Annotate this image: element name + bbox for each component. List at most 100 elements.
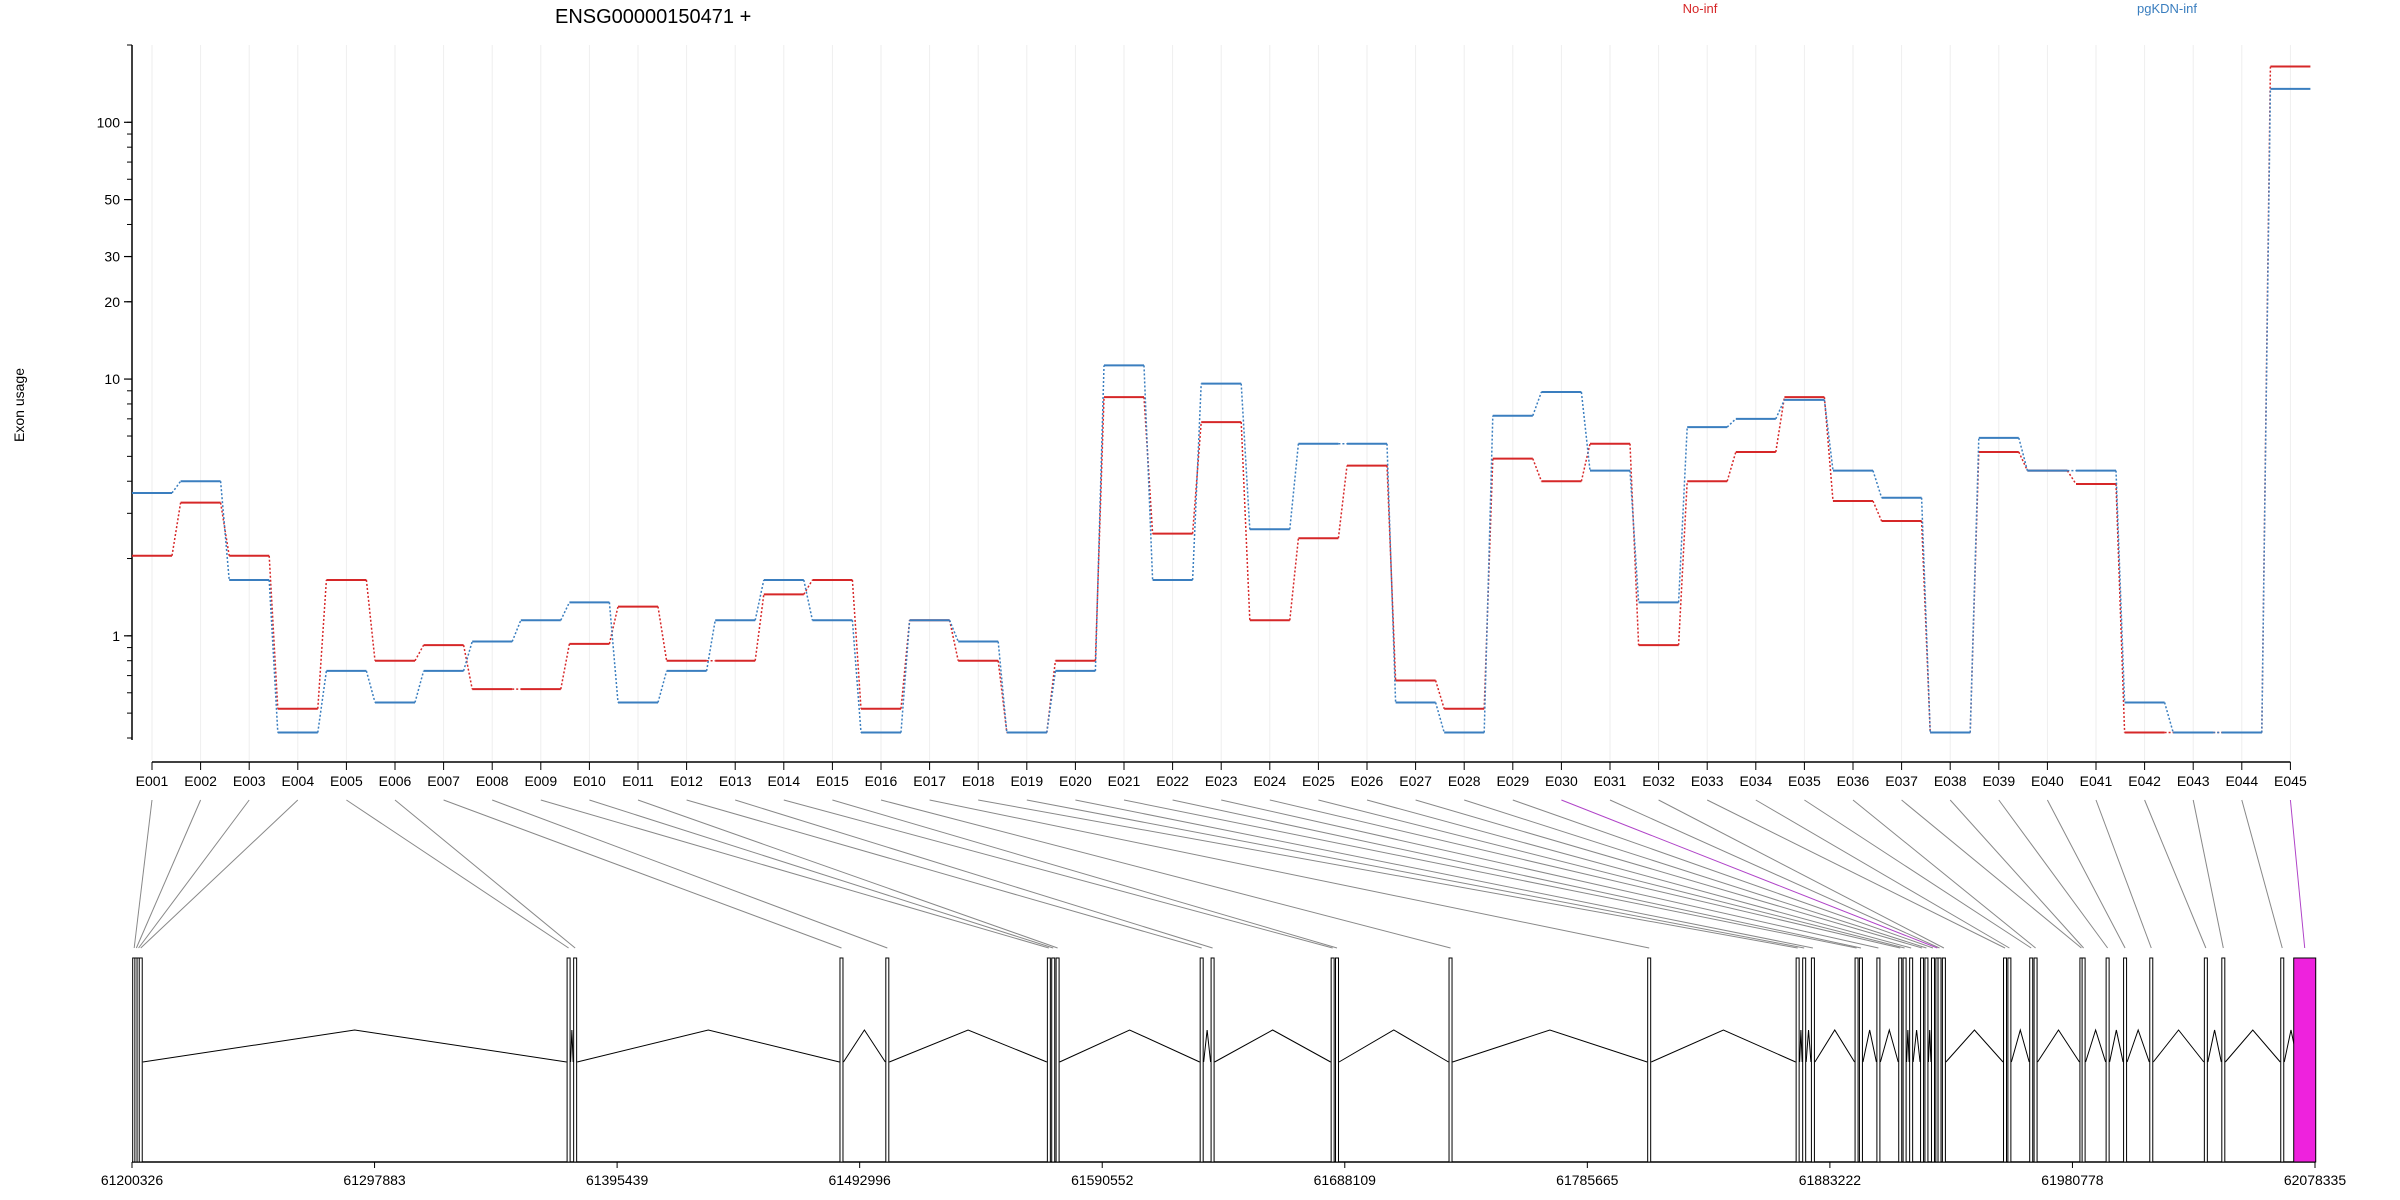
- series-connector: [997, 641, 1008, 733]
- intron-line: [1879, 1028, 1899, 1063]
- exon-box: [2081, 957, 2086, 1163]
- intron-line: [2010, 1028, 2030, 1063]
- y-tick-label: 50: [104, 192, 120, 208]
- x-tick-label-e002: E002: [184, 773, 217, 789]
- series-connector: [1143, 365, 1154, 581]
- intron-line: [1814, 1029, 1855, 1063]
- series-connector: [365, 579, 376, 661]
- series-connector: [608, 602, 619, 703]
- x-tick-label-e022: E022: [1156, 773, 1189, 789]
- exon-link-e004: [140, 799, 299, 949]
- exon-box: [1046, 957, 1051, 1163]
- intron-line: [142, 1029, 567, 1063]
- exon-box: [2123, 957, 2128, 1163]
- exon-box: [1941, 957, 1946, 1163]
- series-connector: [2261, 88, 2272, 733]
- exon-link-e020: [1075, 799, 1814, 949]
- intron-line: [1945, 1029, 2004, 1063]
- axes: 1 10 20 30 50 100 E001 E002 E003 E004 E005 E006 E007…: [97, 44, 2307, 789]
- exon-link-e013: [735, 799, 1213, 949]
- exon-box: [573, 957, 578, 1163]
- series-connector: [1289, 538, 1300, 621]
- series-connector: [219, 502, 230, 556]
- series-connector: [754, 594, 765, 661]
- series-connector: [657, 670, 668, 703]
- exon-link-e006: [394, 799, 576, 949]
- x-tick-label-e014: E014: [767, 773, 800, 789]
- coordinate-tick-label: 61688109: [1314, 1172, 1377, 1188]
- series-connector: [1580, 443, 1591, 482]
- series-connector: [1726, 418, 1737, 428]
- exon-link-e014: [783, 799, 1333, 949]
- coordinate-tick-label: 61980778: [2041, 1172, 2104, 1188]
- series-connector: [365, 670, 376, 703]
- x-tick-label-e017: E017: [913, 773, 946, 789]
- exon-link-e005: [346, 799, 569, 949]
- series-connector: [462, 641, 473, 672]
- intron-line: [577, 1029, 840, 1063]
- series-connector: [900, 620, 911, 733]
- exon-link-e024: [1269, 799, 1901, 949]
- intron-line: [2109, 1029, 2124, 1063]
- exon-link-e029: [1512, 799, 1934, 949]
- series-connector: [171, 480, 182, 494]
- intron-line: [2224, 1029, 2281, 1063]
- x-tick-label-e034: E034: [1739, 773, 1772, 789]
- legend-entry-no-inf: No-inf: [1683, 1, 1718, 16]
- intron-line: [1214, 1029, 1331, 1063]
- coordinate-tick-label: 61785665: [1556, 1172, 1619, 1188]
- x-tick-label-e009: E009: [524, 773, 557, 789]
- intron-line: [2152, 1029, 2205, 1063]
- exon-box: [1924, 957, 1929, 1163]
- x-tick-label-e028: E028: [1448, 773, 1481, 789]
- exon-link-e031: [1609, 799, 1940, 949]
- exon-link-e008: [492, 799, 888, 949]
- grid-lines: [151, 45, 2291, 760]
- series-connector: [2018, 437, 2029, 471]
- series-connector: [2115, 470, 2126, 703]
- exon-box-highlight: [2293, 957, 2317, 1163]
- series-connector: [1386, 443, 1397, 703]
- exon-link-e017: [929, 799, 1650, 949]
- x-tick-label-e011: E011: [622, 773, 654, 789]
- x-tick-label-e031: E031: [1594, 773, 1627, 789]
- chart-title: ENSG00000150471 +: [555, 6, 751, 28]
- series-connector: [171, 502, 182, 556]
- exon-box: [2280, 957, 2285, 1163]
- x-tick-label-e040: E040: [2031, 773, 2064, 789]
- x-tick-label-e020: E020: [1059, 773, 1092, 789]
- intron-line: [1927, 1029, 1932, 1063]
- y-tick-label: 1: [112, 628, 120, 644]
- series-connector: [1191, 422, 1202, 534]
- exon-link-e045: [2289, 799, 2306, 949]
- series-connector: [560, 602, 571, 621]
- intron-line: [1338, 1029, 1449, 1063]
- x-tick-label-e008: E008: [476, 773, 509, 789]
- intron-line: [1862, 1029, 1877, 1063]
- x-tick-label-e044: E044: [2225, 773, 2258, 789]
- exon-box: [885, 957, 890, 1163]
- x-tick-label-e005: E005: [330, 773, 363, 789]
- exon-box: [1810, 957, 1815, 1163]
- intron-line: [889, 1029, 1048, 1063]
- exon-box: [1937, 957, 1942, 1163]
- intron-line: [1059, 1029, 1200, 1063]
- coordinate-tick-label: 61883222: [1799, 1172, 1862, 1188]
- series-connector: [1775, 399, 1786, 420]
- exon-box: [1647, 957, 1652, 1163]
- x-tick-label-e023: E023: [1205, 773, 1238, 789]
- x-tick-label-e021: E021: [1108, 773, 1141, 789]
- x-tick-label-e013: E013: [719, 773, 752, 789]
- coordinate-tick-label: 61200326: [101, 1172, 164, 1188]
- series-connector: [2066, 470, 2077, 485]
- series-connector: [705, 620, 716, 672]
- exon-link-e012: [686, 799, 1202, 949]
- x-tick-label-e038: E038: [1934, 773, 1967, 789]
- exon-link-e039: [1998, 799, 2109, 949]
- exon-box: [2203, 957, 2208, 1163]
- series-connector: [2163, 702, 2174, 733]
- coordinate-tick-label: 61492996: [829, 1172, 892, 1188]
- series-connector: [511, 619, 522, 642]
- intron-line: [1650, 1029, 1796, 1063]
